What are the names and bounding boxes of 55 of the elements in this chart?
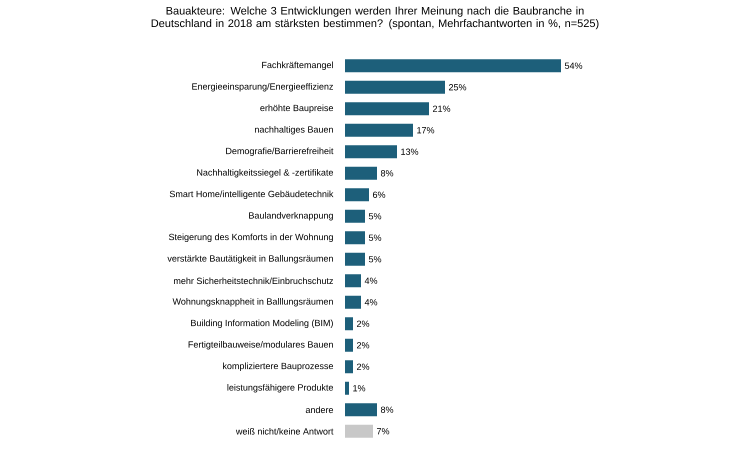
y-tick-label: leistungsfähigere Produkte	[228, 384, 334, 392]
y-tick-label: weiß nicht/keine Antwort	[236, 428, 334, 435]
data-label: 2%	[356, 364, 370, 370]
data-label: 2%	[356, 320, 370, 327]
y-tick-label: Nachhaltigkeitssiegel & -zertifikate	[197, 169, 334, 178]
data-label: 25%	[448, 84, 466, 90]
bar	[345, 338, 353, 352]
y-tick-label: Wohnungsknappheit in Balllungsräumen	[172, 298, 333, 306]
bar	[345, 145, 397, 158]
bar	[345, 296, 361, 309]
y-tick-label: andere	[306, 406, 334, 414]
y-tick-label: Baulandverknappung	[249, 212, 333, 220]
data-label: 5%	[368, 213, 382, 220]
data-label: 2%	[356, 342, 370, 348]
data-label: 7%	[376, 428, 390, 434]
y-tick-label: Fertigteilbauweise/modulares Bauen	[188, 341, 333, 350]
y-tick-label: kompliziertere Bauprozesse	[223, 362, 334, 371]
bar	[345, 124, 413, 137]
bar	[345, 231, 365, 244]
bar	[345, 252, 365, 266]
data-label: 1%	[353, 385, 366, 392]
data-label: 4%	[364, 278, 378, 284]
y-tick-label: nachhaltiges Bauen	[255, 126, 333, 134]
bar	[345, 403, 377, 416]
bar	[345, 317, 353, 330]
data-label: 6%	[372, 192, 386, 198]
y-tick-label: Building Information Modeling (BIM)	[191, 320, 333, 328]
y-tick-label: verstärkte Bautätigkeit in Ballungsräumen	[167, 255, 333, 264]
bar	[345, 59, 561, 72]
data-label: 21%	[432, 106, 450, 112]
y-tick-label: mehr Sicherheitstechnik/Einbruchschutz	[174, 277, 333, 284]
bar	[345, 102, 429, 116]
y-tick-label: Demografie/Barrierefreiheit	[226, 148, 334, 156]
bar	[345, 274, 361, 288]
data-label: 17%	[417, 127, 434, 134]
y-tick-label: Fachkräftemangel	[262, 62, 333, 70]
bar	[345, 166, 377, 180]
data-label: 13%	[401, 148, 418, 155]
data-label: 4%	[364, 299, 378, 306]
bar	[345, 188, 370, 202]
bar	[345, 80, 445, 94]
bar	[345, 382, 349, 395]
data-label: 8%	[380, 406, 394, 413]
bar	[345, 360, 353, 374]
data-label: 5%	[368, 256, 382, 262]
bar	[345, 424, 373, 438]
data-label: 54%	[564, 62, 582, 69]
y-tick-label: erhöhte Baupreise	[260, 104, 334, 113]
y-tick-label: Smart Home/intelligente Gebäudetechnik	[170, 190, 334, 199]
y-tick-label: Steigerung des Komforts in der Wohnung	[168, 234, 333, 242]
bar	[345, 210, 365, 223]
y-tick-label: Energieeinsparung/Energieeffizienz	[192, 83, 333, 92]
data-label: 5%	[368, 234, 382, 241]
chart-title: Bauakteure: Welche 3 Entwicklungen werden Ihrer Meinung nach die Baubranche in Deutschland in 2018 am stärksten bestimmen? (spontan, Mehrfachantworten in %, n=525)	[152, 6, 598, 30]
data-label: 8%	[380, 170, 394, 176]
